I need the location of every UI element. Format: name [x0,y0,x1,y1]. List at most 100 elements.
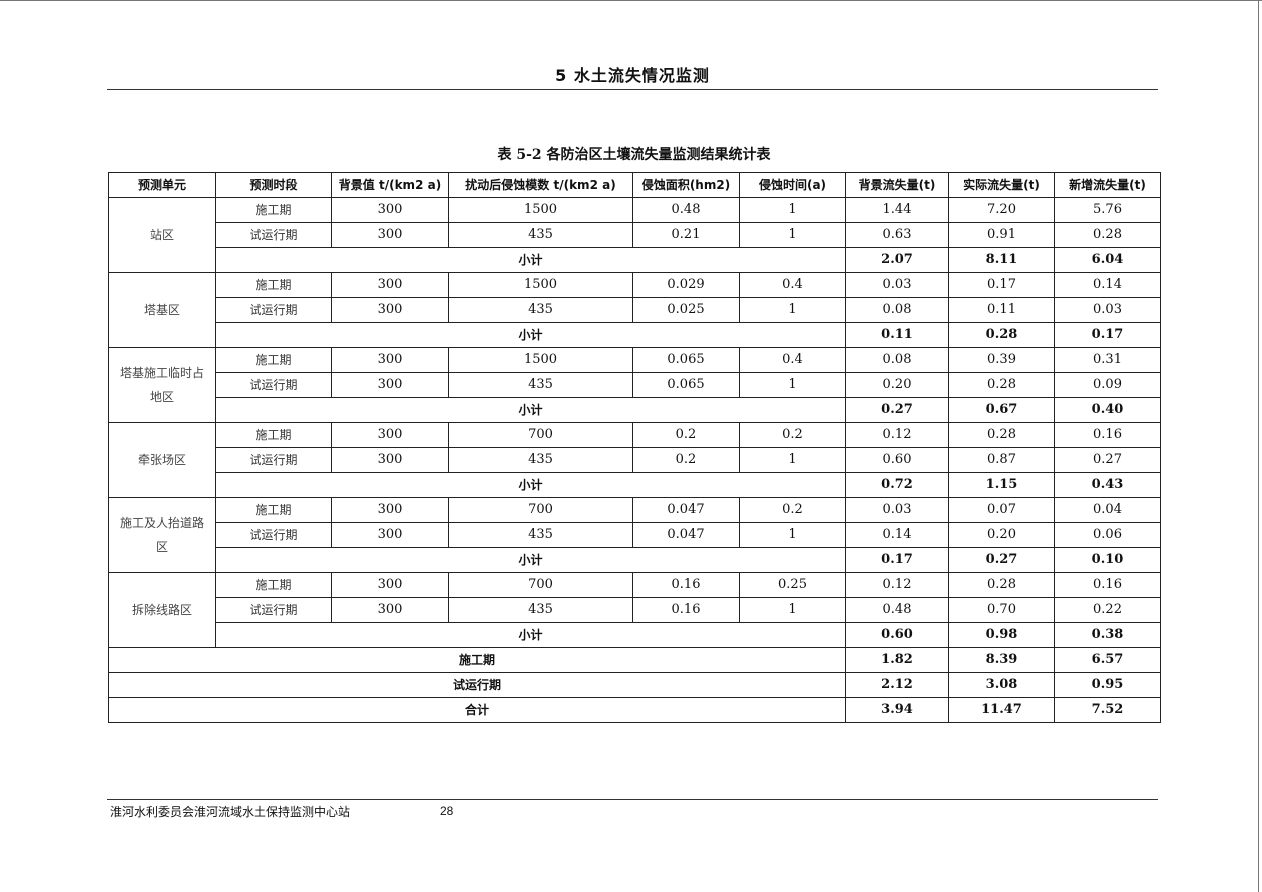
value-cell: 0.03 [845,272,949,298]
period-cell: 施工期 [215,422,332,448]
subtotal-value: 0.17 [1054,322,1161,348]
value-cell: 0.12 [845,422,949,448]
unit-name-cell: 塔基施工临时占地区 [108,347,216,423]
value-cell: 0.28 [1054,222,1161,248]
subtotal-value: 0.27 [948,547,1055,573]
value-cell: 0.28 [948,372,1055,398]
value-cell: 1 [739,222,846,248]
total-value: 8.39 [948,647,1055,673]
value-cell: 300 [331,572,449,598]
table-row: 试运行期 300 435 0.2 1 0.60 0.87 0.27 [109,447,1161,473]
total-label: 试运行期 [108,672,846,698]
table-row: 站区 施工期 300 1500 0.48 1 1.44 7.20 5.76 [108,197,1161,273]
value-cell: 0.28 [948,422,1055,448]
value-cell: 0.25 [739,572,846,598]
subtotal-value: 0.72 [845,472,949,498]
value-cell: 1 [739,297,846,323]
subtotal-label: 小计 [215,622,846,648]
unit-name-cell: 塔基区 [108,272,216,348]
table-row: 试运行期 300 435 0.065 1 0.20 0.28 0.09 [109,372,1161,398]
value-cell: 7.20 [948,197,1055,223]
value-cell: 435 [448,522,633,548]
total-row: 合计 3.94 11.47 7.52 [108,697,1161,723]
period-cell: 施工期 [215,197,332,223]
value-cell: 0.065 [632,347,740,373]
value-cell: 0.12 [845,572,949,598]
column-header: 预测单元 [108,172,216,198]
value-cell: 0.39 [948,347,1055,373]
subtotal-value: 0.10 [1054,547,1161,573]
value-cell: 0.20 [845,372,949,398]
footer-divider [107,799,1158,800]
value-cell: 435 [448,222,633,248]
total-row: 施工期 1.82 8.39 6.57 [108,647,1161,673]
value-cell: 300 [331,197,449,223]
period-cell: 试运行期 [215,297,332,323]
value-cell: 0.08 [845,297,949,323]
value-cell: 0.4 [739,272,846,298]
value-cell: 0.20 [948,522,1055,548]
value-cell: 1500 [448,347,633,373]
table-row: 试运行期 300 435 0.21 1 0.63 0.91 0.28 [109,222,1161,248]
value-cell: 0.14 [1054,272,1161,298]
value-cell: 0.16 [632,597,740,623]
value-cell: 0.08 [845,347,949,373]
subtotal-value: 0.98 [948,622,1055,648]
period-cell: 试运行期 [215,522,332,548]
table-row: 拆除线路区 施工期 300 700 0.16 0.25 0.12 0.28 0.16 [108,572,1161,648]
value-cell: 0.2 [632,447,740,473]
value-cell: 5.76 [1054,197,1161,223]
value-cell: 700 [448,497,633,523]
unit-name-cell: 施工及人抬道路区 [108,497,216,573]
page-frame-top [0,0,1262,1]
value-cell: 0.4 [739,347,846,373]
subtotal-row: 小计 0.11 0.28 0.17 [109,322,1161,348]
value-cell: 300 [331,447,449,473]
subtotal-row: 小计 0.60 0.98 0.38 [109,622,1161,648]
value-cell: 0.70 [948,597,1055,623]
column-header: 扰动后侵蚀模数 t/(km2 a) [448,172,633,198]
value-cell: 0.60 [845,447,949,473]
table-row: 试运行期 300 435 0.047 1 0.14 0.20 0.06 [109,522,1161,548]
header-row: 预测单元 预测时段 背景值 t/(km2 a) 扰动后侵蚀模数 t/(km2 a) 侵蚀… [108,172,1161,198]
value-cell: 300 [331,522,449,548]
value-cell: 1 [739,197,846,223]
subtotal-value: 8.11 [948,247,1055,273]
value-cell: 435 [448,297,633,323]
subtotal-value: 0.40 [1054,397,1161,423]
subtotal-value: 0.60 [845,622,949,648]
subtotal-value: 2.07 [845,247,949,273]
column-header: 背景流失量(t) [845,172,949,198]
period-cell: 试运行期 [215,447,332,473]
value-cell: 0.03 [845,497,949,523]
value-cell: 435 [448,447,633,473]
subtotal-row: 小计 0.72 1.15 0.43 [109,472,1161,498]
table-row: 塔基施工临时占地区 施工期 300 1500 0.065 0.4 0.08 0.39 0.31 [108,347,1161,423]
soil-loss-table: 预测单元 预测时段 背景值 t/(km2 a) 扰动后侵蚀模数 t/(km2 a) 侵蚀… [108,172,1161,723]
total-value: 3.08 [948,672,1055,698]
value-cell: 0.029 [632,272,740,298]
value-cell: 0.03 [1054,297,1161,323]
table-row: 试运行期 300 435 0.16 1 0.48 0.70 0.22 [109,597,1161,623]
subtotal-label: 小计 [215,472,846,498]
period-cell: 施工期 [215,347,332,373]
value-cell: 0.2 [632,422,740,448]
column-header: 实际流失量(t) [948,172,1055,198]
total-value: 1.82 [845,647,949,673]
value-cell: 0.2 [739,497,846,523]
subtotal-row: 小计 2.07 8.11 6.04 [109,247,1161,273]
value-cell: 435 [448,372,633,398]
total-label: 施工期 [108,647,846,673]
value-cell: 0.31 [1054,347,1161,373]
value-cell: 300 [331,222,449,248]
column-header: 预测时段 [215,172,332,198]
value-cell: 1 [739,447,846,473]
value-cell: 1 [739,372,846,398]
subtotal-label: 小计 [215,397,846,423]
subtotal-value: 0.43 [1054,472,1161,498]
value-cell: 300 [331,297,449,323]
value-cell: 0.047 [632,497,740,523]
value-cell: 0.14 [845,522,949,548]
value-cell: 0.27 [1054,447,1161,473]
value-cell: 0.16 [1054,422,1161,448]
